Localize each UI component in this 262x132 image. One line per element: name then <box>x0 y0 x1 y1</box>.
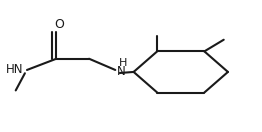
Text: H: H <box>119 58 127 68</box>
Text: N: N <box>117 65 126 78</box>
Text: HN: HN <box>6 63 24 76</box>
Text: O: O <box>54 18 64 31</box>
